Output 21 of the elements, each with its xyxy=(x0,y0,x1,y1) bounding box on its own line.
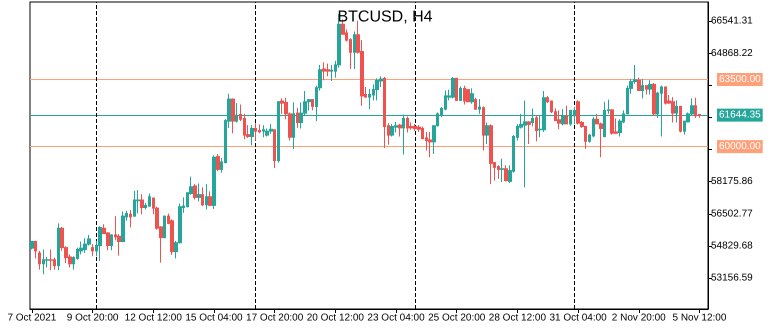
y-tick-label: 64868.22 xyxy=(711,48,754,59)
y-tick-label: 66541.31 xyxy=(711,16,754,27)
y-tick-label: 58175.86 xyxy=(711,176,754,188)
x-tick-label: 12 Oct 12:00 xyxy=(124,312,182,324)
ref-line-label: 60000.00 xyxy=(719,141,762,152)
x-tick-label: 7 Oct 2021 xyxy=(7,312,57,324)
ref-line-label: 63500.00 xyxy=(719,74,762,86)
x-tick-label: 2 Nov 20:00 xyxy=(612,312,666,324)
y-tick-label: 56502.77 xyxy=(711,208,754,220)
x-tick-label: 23 Oct 04:00 xyxy=(367,312,426,324)
x-tick-label: 9 Oct 20:00 xyxy=(66,312,119,324)
x-tick-label: 25 Oct 20:00 xyxy=(428,312,486,324)
x-tick-label: 5 Nov 12:00 xyxy=(672,312,727,324)
x-tick-label: 17 Oct 20:00 xyxy=(246,312,304,324)
x-tick-label: 28 Oct 12:00 xyxy=(488,312,546,324)
y-tick-label: 54829.68 xyxy=(711,240,754,252)
x-tick-label: 20 Oct 12:00 xyxy=(306,312,364,324)
y-tick-label: 53156.59 xyxy=(711,272,754,284)
x-tick-label: 31 Oct 04:00 xyxy=(549,312,608,324)
x-tick-label: 15 Oct 04:00 xyxy=(185,312,244,324)
ref-line-label: 61644.35 xyxy=(719,110,762,121)
